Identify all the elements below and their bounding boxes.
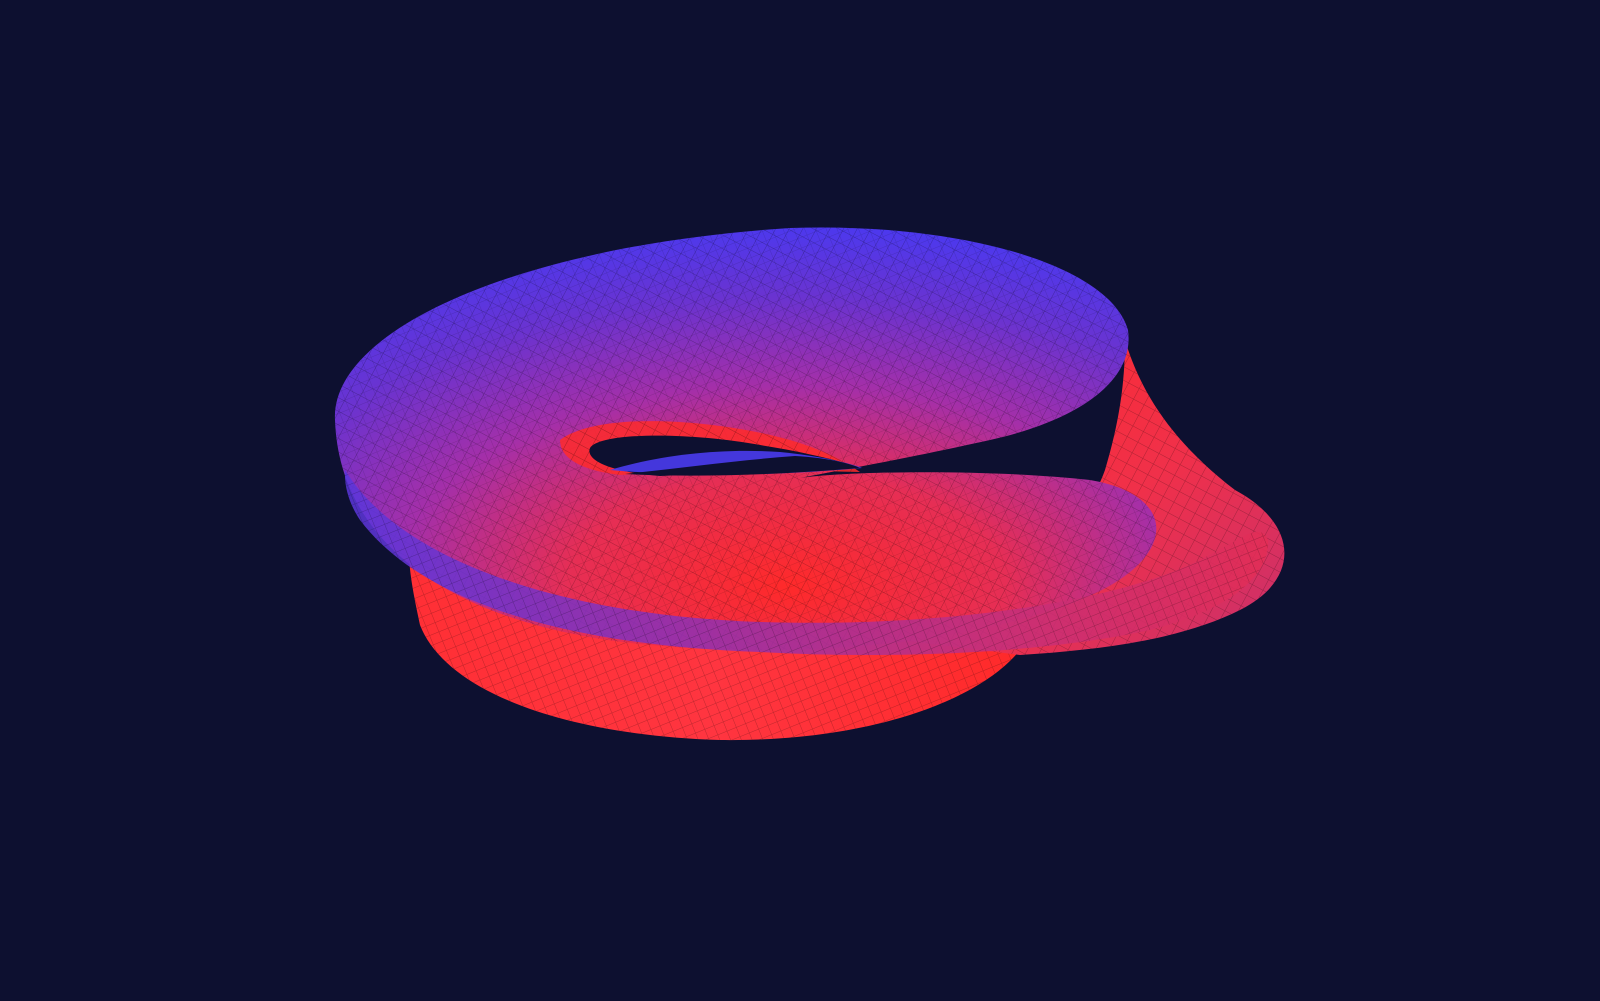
center-hole: [589, 435, 862, 476]
lower-band: [408, 525, 1020, 741]
front-strip: [344, 470, 1269, 656]
twisted-ring-surface[interactable]: [334, 227, 1285, 741]
